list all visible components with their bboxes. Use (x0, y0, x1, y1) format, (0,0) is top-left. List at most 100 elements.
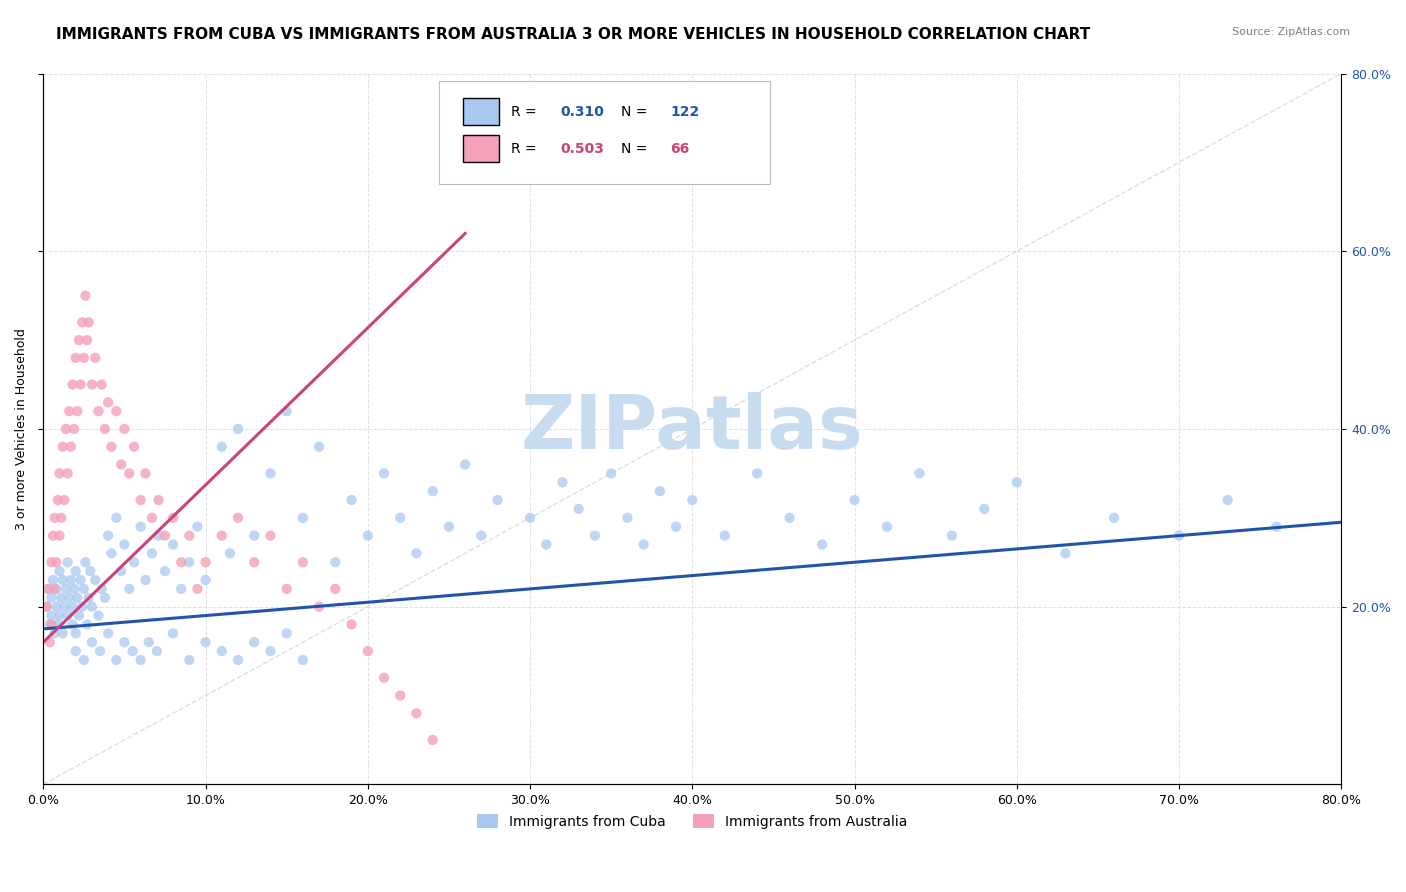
Point (100, 440, 122, 454)
Point (600, 467, 623, 481)
Point (357, 528, 380, 542)
Point (48, 564, 70, 578)
Point (170, 582, 193, 596)
Point (52, 573, 75, 587)
Point (276, 582, 298, 596)
Point (422, 484, 444, 499)
Point (162, 626, 184, 640)
Point (373, 467, 395, 481)
Point (58, 404, 80, 418)
Point (38, 635, 60, 649)
Point (308, 599, 330, 614)
Point (568, 502, 591, 516)
Point (69, 573, 91, 587)
Point (323, 582, 346, 596)
Point (291, 555, 314, 569)
Point (148, 493, 170, 508)
Point (134, 467, 156, 481)
Point (226, 653, 249, 667)
Point (276, 626, 298, 640)
Point (55, 582, 77, 596)
Point (121, 644, 143, 658)
Point (70, 315, 93, 329)
Text: 0.310: 0.310 (560, 105, 603, 119)
Point (44, 626, 66, 640)
Point (112, 635, 135, 649)
Point (340, 493, 363, 508)
Point (148, 528, 170, 542)
Point (94, 422, 117, 436)
Point (141, 511, 163, 525)
Point (105, 404, 128, 418)
Point (76, 333, 98, 347)
Point (779, 511, 801, 525)
Text: Source: ZipAtlas.com: Source: ZipAtlas.com (1232, 27, 1350, 37)
FancyBboxPatch shape (439, 80, 770, 184)
Point (118, 582, 141, 596)
Point (141, 546, 163, 560)
Point (65, 644, 87, 658)
Point (67, 333, 90, 347)
Text: R =: R = (510, 142, 540, 156)
Point (73, 582, 96, 596)
Point (218, 546, 240, 560)
Point (681, 493, 703, 508)
FancyBboxPatch shape (463, 98, 499, 126)
Point (65, 626, 87, 640)
Point (90, 582, 112, 596)
Point (100, 546, 122, 560)
Text: 66: 66 (671, 142, 689, 156)
Point (41, 555, 63, 569)
Point (633, 537, 655, 551)
Point (77, 315, 100, 329)
Point (63, 422, 86, 436)
Point (62, 377, 84, 392)
Point (67, 608, 90, 623)
Point (811, 537, 834, 551)
Point (63, 582, 86, 596)
Point (73, 351, 96, 365)
Point (65, 564, 87, 578)
Point (112, 537, 135, 551)
Point (87, 608, 110, 623)
Point (73, 653, 96, 667)
Point (59, 573, 82, 587)
Point (536, 537, 558, 551)
Point (48, 608, 70, 623)
Point (84, 351, 107, 365)
Point (551, 475, 574, 490)
Point (179, 555, 201, 569)
Point (118, 467, 141, 481)
Point (122, 440, 145, 454)
Point (648, 484, 671, 499)
Point (259, 467, 281, 481)
Point (259, 644, 281, 658)
Point (162, 537, 184, 551)
Point (48, 528, 70, 542)
Point (44, 511, 66, 525)
Point (48, 467, 70, 481)
Point (1265, 519, 1288, 533)
Point (49, 511, 72, 525)
Point (110, 564, 132, 578)
Point (153, 564, 176, 578)
Point (1054, 546, 1077, 560)
Point (1168, 528, 1191, 542)
Point (37, 582, 59, 596)
Point (291, 511, 314, 525)
Point (55, 422, 77, 436)
Point (153, 528, 176, 542)
Point (45, 555, 67, 569)
Point (84, 573, 107, 587)
Point (112, 422, 135, 436)
Point (941, 528, 963, 542)
Point (1216, 493, 1239, 508)
Point (276, 404, 298, 418)
Point (35, 599, 58, 614)
Point (389, 511, 412, 525)
Text: 0.503: 0.503 (560, 142, 603, 156)
Text: 122: 122 (671, 105, 699, 119)
Point (179, 653, 201, 667)
Point (186, 519, 208, 533)
Point (105, 511, 128, 525)
